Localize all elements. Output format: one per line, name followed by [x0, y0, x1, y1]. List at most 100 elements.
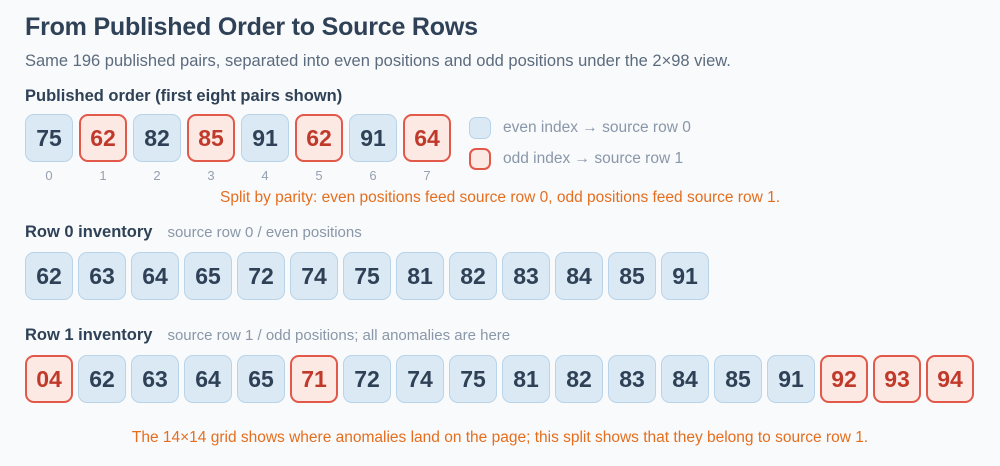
- row1-heading: Row 1 inventory: [25, 326, 153, 345]
- parity-split-caption: Split by parity: even positions feed sou…: [219, 189, 781, 207]
- row0-cell: 63: [78, 252, 126, 301]
- even-index-swatch-icon: [469, 117, 491, 140]
- position-index-label: 1: [99, 168, 107, 184]
- position-index-label: 6: [369, 168, 377, 184]
- row1-cell: 83: [608, 355, 656, 404]
- position-index-label: 0: [45, 168, 53, 184]
- row1-heading-group: Row 1 inventory source row 1 / odd posit…: [25, 326, 975, 345]
- value-box-anomaly: 92: [820, 355, 868, 404]
- row0-cell: 84: [555, 252, 603, 301]
- legend-item-odd: odd index → source row 1: [469, 148, 691, 171]
- page-title: From Published Order to Source Rows: [25, 13, 478, 41]
- row1-cell: 64: [184, 355, 232, 404]
- value-box: 83: [502, 252, 550, 301]
- value-box: 62: [25, 252, 73, 301]
- row1-cell: 62: [78, 355, 126, 404]
- row0-cell: 82: [449, 252, 497, 301]
- value-box: 72: [237, 252, 285, 301]
- value-box: 91: [349, 114, 397, 163]
- row0-cell: 72: [237, 252, 285, 301]
- position-index-label: 5: [315, 168, 323, 184]
- value-box: 91: [767, 355, 815, 404]
- row0-inventory-row: 62 63 64 65 72 74 75 81 82 83 84 85 91: [25, 252, 975, 301]
- parity-legend: even index → source row 0 odd index → so…: [469, 117, 691, 171]
- value-box: 75: [25, 114, 73, 163]
- published-order-heading: Published order (first eight pairs shown…: [25, 87, 343, 106]
- position-index-label: 4: [261, 168, 269, 184]
- row0-cell: 75: [343, 252, 391, 301]
- value-box-anomaly: 85: [187, 114, 235, 163]
- published-pair: 62 5: [295, 114, 343, 183]
- value-box: 91: [661, 252, 709, 301]
- row1-cell: 93: [873, 355, 921, 404]
- value-box: 62: [78, 355, 126, 404]
- value-box-anomaly: 94: [926, 355, 974, 404]
- published-pair: 85 3: [187, 114, 235, 183]
- row1-cell: 85: [714, 355, 762, 404]
- value-box: 63: [78, 252, 126, 301]
- row0-cell: 74: [290, 252, 338, 301]
- published-pair: 91 4: [241, 114, 289, 183]
- row0-cell: 91: [661, 252, 709, 301]
- published-pair: 75 0: [25, 114, 73, 183]
- published-pair: 82 2: [133, 114, 181, 183]
- position-index-label: 7: [423, 168, 431, 184]
- row1-cell: 74: [396, 355, 444, 404]
- value-box: 64: [131, 252, 179, 301]
- value-box: 72: [343, 355, 391, 404]
- row1-cell: 65: [237, 355, 285, 404]
- published-order-row: 75 0 62 1 82 2 85 3 91 4 62 5 91 6 64 7: [25, 114, 451, 183]
- value-box: 91: [241, 114, 289, 163]
- published-pair: 64 7: [403, 114, 451, 183]
- value-box: 64: [184, 355, 232, 404]
- value-box-anomaly: 04: [25, 355, 73, 404]
- value-box: 74: [396, 355, 444, 404]
- published-pair: 62 1: [79, 114, 127, 183]
- odd-index-swatch-icon: [469, 148, 491, 171]
- legend-item-even: even index → source row 0: [469, 117, 691, 140]
- published-order-section: 75 0 62 1 82 2 85 3 91 4 62 5 91 6 64 7 even index → so…: [25, 114, 975, 183]
- row1-cell: 81: [502, 355, 550, 404]
- value-box: 82: [133, 114, 181, 163]
- row1-cell: 72: [343, 355, 391, 404]
- position-index-label: 3: [207, 168, 215, 184]
- page: From Published Order to Source Rows Same…: [25, 13, 975, 446]
- value-box: 75: [343, 252, 391, 301]
- legend-label-even: even index → source row 0: [503, 119, 691, 137]
- value-box: 85: [608, 252, 656, 301]
- value-box: 75: [449, 355, 497, 404]
- value-box: 85: [714, 355, 762, 404]
- published-pair: 91 6: [349, 114, 397, 183]
- row0-cell: 64: [131, 252, 179, 301]
- value-box: 82: [449, 252, 497, 301]
- row1-inventory-row: 04 62 63 64 65 71 72 74 75 81 82 83 84 85 91 92 93 94: [25, 355, 975, 404]
- value-box: 84: [555, 252, 603, 301]
- row1-cell: 04: [25, 355, 73, 404]
- row0-cell: 65: [184, 252, 232, 301]
- row0-heading-group: Row 0 inventory source row 0 / even posi…: [25, 223, 975, 242]
- row1-cell: 71: [290, 355, 338, 404]
- row0-cell: 81: [396, 252, 444, 301]
- value-box: 84: [661, 355, 709, 404]
- row1-cell: 63: [131, 355, 179, 404]
- row0-cell: 85: [608, 252, 656, 301]
- row1-cell: 82: [555, 355, 603, 404]
- row1-cell: 92: [820, 355, 868, 404]
- page-subtitle: Same 196 published pairs, separated into…: [25, 51, 731, 70]
- row1-cell: 75: [449, 355, 497, 404]
- value-box: 65: [184, 252, 232, 301]
- value-box-anomaly: 64: [403, 114, 451, 163]
- value-box-anomaly: 62: [295, 114, 343, 163]
- row0-cell: 83: [502, 252, 550, 301]
- value-box: 65: [237, 355, 285, 404]
- row1-cell: 94: [926, 355, 974, 404]
- legend-label-odd: odd index → source row 1: [503, 150, 684, 168]
- row0-note: source row 0 / even positions: [167, 224, 362, 242]
- value-box-anomaly: 93: [873, 355, 921, 404]
- row1-cell: 84: [661, 355, 709, 404]
- value-box: 81: [396, 252, 444, 301]
- value-box-anomaly: 62: [79, 114, 127, 163]
- value-box: 82: [555, 355, 603, 404]
- row0-cell: 62: [25, 252, 73, 301]
- value-box-anomaly: 71: [290, 355, 338, 404]
